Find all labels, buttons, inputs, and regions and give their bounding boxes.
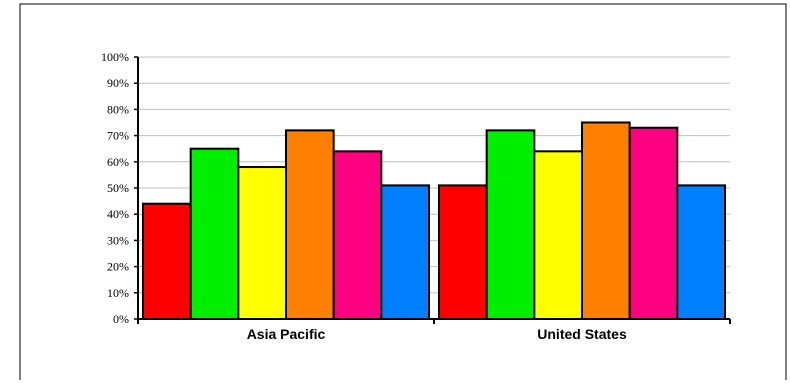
y-tick-label: 80% xyxy=(107,102,129,116)
y-tick-label: 50% xyxy=(107,181,129,195)
bar xyxy=(628,126,679,320)
y-tick-label: 90% xyxy=(107,76,129,90)
bar xyxy=(142,202,192,320)
bar xyxy=(485,129,536,320)
y-tick-label: 40% xyxy=(107,207,129,221)
y-tick-label: 70% xyxy=(107,129,129,143)
bar xyxy=(237,166,287,320)
y-tick-label: 30% xyxy=(107,233,129,247)
y-tick-label: 60% xyxy=(107,155,129,169)
x-category-label: Asia Pacific xyxy=(247,326,326,342)
y-tick-label: 100% xyxy=(101,50,129,64)
bar xyxy=(189,147,240,320)
bar xyxy=(676,184,726,320)
y-tick-label: 10% xyxy=(107,286,129,300)
bar xyxy=(285,129,335,320)
bar xyxy=(533,150,583,320)
chart-border xyxy=(19,3,787,380)
bar xyxy=(332,150,383,320)
y-tick-label: 0% xyxy=(113,312,129,326)
bar xyxy=(380,184,431,320)
y-tick-label: 20% xyxy=(107,260,129,274)
x-category-label: United States xyxy=(537,326,627,342)
bar xyxy=(581,121,631,320)
bar xyxy=(438,184,488,320)
